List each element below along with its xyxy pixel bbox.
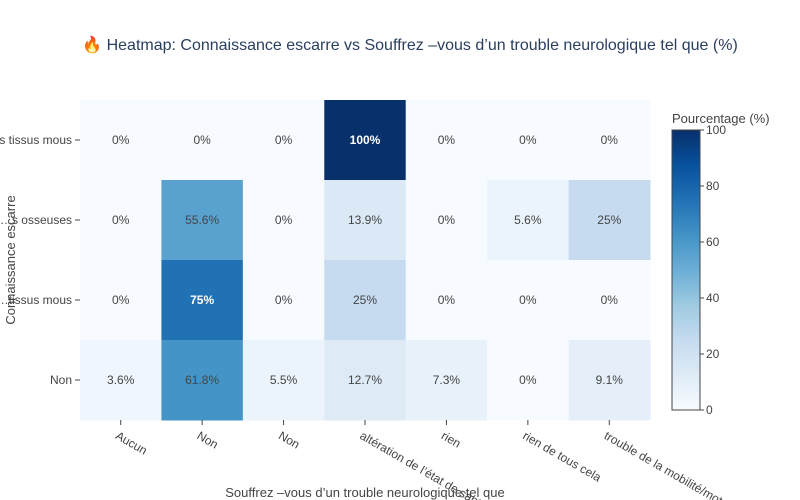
x-axis-title: Souffrez –vous d’un trouble neurologique… <box>225 485 504 500</box>
heatmap-cell <box>324 180 407 261</box>
colorbar-ticks: 0 20 40 60 80 100 <box>700 123 726 417</box>
heatmap-cell <box>487 340 570 421</box>
y-axis-title: Connaissance escarre <box>3 195 18 324</box>
heatmap-cell <box>487 180 570 261</box>
colorbar-tick-label: 80 <box>706 179 720 193</box>
cell-label: 0% <box>275 293 293 307</box>
cell-label: 0% <box>275 213 293 227</box>
heatmap-cell <box>242 180 325 261</box>
heatmap-cell <box>161 340 244 421</box>
heatmap-cell <box>242 340 325 421</box>
heatmap-cell <box>324 260 407 341</box>
heatmap-cell <box>405 180 488 261</box>
cell-label: 0% <box>601 133 619 147</box>
heatmap-cell <box>487 260 570 341</box>
heatmap-cell <box>80 260 162 341</box>
colorbar: Pourcentage (%) 0 20 40 60 80 100 <box>671 111 770 417</box>
cell-label: 0% <box>112 133 130 147</box>
heatmap-cell <box>568 340 651 421</box>
heatmap-cell <box>568 260 651 341</box>
chart-title: 🔥 Heatmap: Connaissance escarre vs Souff… <box>82 35 738 54</box>
y-axis-ticks: …s tissus mous …s osseuses …tissus mous Non <box>0 133 80 387</box>
colorbar-tick-label: 20 <box>706 347 720 361</box>
colorbar-tick-label: 100 <box>706 123 726 137</box>
cell-label: 12.7% <box>348 373 382 387</box>
cell-label: 9.1% <box>596 373 624 387</box>
y-tick-label: Non <box>50 373 72 387</box>
cell-label: 0% <box>112 293 130 307</box>
heatmap-cell <box>405 100 488 181</box>
cell-label: 3.6% <box>107 373 135 387</box>
cell-label: 5.5% <box>270 373 298 387</box>
colorbar-gradient <box>671 129 701 411</box>
heatmap-cells <box>80 100 651 421</box>
heatmap-cell-labels: 0% 0% 0% 100% 0% 0% 0% 0% 55.6% 0% 13.9% 0% 5.6% 25% 0… <box>107 133 623 387</box>
colorbar-tick-label: 40 <box>706 291 720 305</box>
cell-label: 0% <box>112 213 130 227</box>
cell-label: 55.6% <box>185 213 219 227</box>
y-tick-label: …s tissus mous <box>0 133 72 147</box>
heatmap-cell <box>405 260 488 341</box>
x-tick-label: trouble de la mobilité/moteur <box>602 428 740 500</box>
heatmap-cell <box>568 180 651 261</box>
cell-label: 5.6% <box>514 213 542 227</box>
cell-label: 61.8% <box>185 373 219 387</box>
heatmap-cell <box>487 100 570 181</box>
cell-label: 0% <box>438 213 456 227</box>
heatmap-cell <box>80 100 162 181</box>
cell-label: 0% <box>519 293 537 307</box>
cell-label: 0% <box>601 293 619 307</box>
y-tick-label: …s osseuses <box>0 213 72 227</box>
cell-label: 0% <box>438 133 456 147</box>
heatmap-cell <box>568 100 651 181</box>
colorbar-tick-label: 0 <box>706 403 713 417</box>
heatmap-cell <box>405 340 488 421</box>
heatmap-cell <box>161 100 244 181</box>
cell-label: 0% <box>438 293 456 307</box>
cell-label: 100% <box>350 133 381 147</box>
colorbar-tick-label: 60 <box>706 235 720 249</box>
cell-label: 0% <box>519 133 537 147</box>
cell-label: 13.9% <box>348 213 382 227</box>
cell-label: 0% <box>193 133 211 147</box>
y-tick-label: …tissus mous <box>0 293 72 307</box>
colorbar-title: Pourcentage (%) <box>672 111 770 126</box>
cell-label: 25% <box>597 213 621 227</box>
heatmap-cell <box>324 100 407 181</box>
cell-label: 7.3% <box>433 373 461 387</box>
x-tick-label: Non <box>195 428 221 451</box>
x-tick-label: rien <box>439 428 463 450</box>
heatmap-cell <box>324 340 407 421</box>
heatmap-cell <box>242 260 325 341</box>
heatmap-cell <box>80 180 162 261</box>
heatmap-cell <box>242 100 325 181</box>
heatmap-cell <box>161 260 244 341</box>
heatmap-cell <box>80 340 162 421</box>
cell-label: 0% <box>275 133 293 147</box>
x-tick-label: Non <box>276 428 302 451</box>
cell-label: 75% <box>190 293 214 307</box>
cell-label: 0% <box>519 373 537 387</box>
cell-label: 25% <box>353 293 377 307</box>
heatmap-cell <box>161 180 244 261</box>
x-tick-label: rien de tous cela <box>520 428 604 484</box>
x-tick-label: Aucun <box>113 428 149 457</box>
